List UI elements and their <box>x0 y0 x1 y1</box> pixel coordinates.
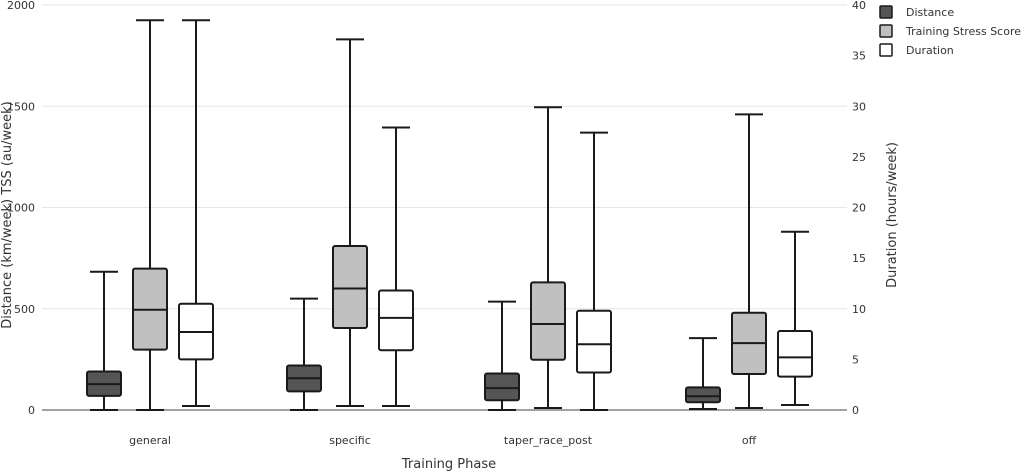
box-iqr <box>685 386 721 404</box>
box-iqr <box>484 372 520 402</box>
y-right-tick-label: 25 <box>852 151 866 164</box>
y-axis-left-title: Distance (km/week) TSS (au/week) <box>0 101 15 328</box>
box-iqr <box>378 289 414 352</box>
y-left-tick-label: 500 <box>14 303 35 316</box>
category-label-specific: specific <box>329 434 371 447</box>
legend-item-distance: Distance <box>879 5 954 19</box>
y-right-tick-label: 15 <box>852 252 866 265</box>
box-distance-taper_race_post <box>484 300 520 411</box>
box-training-stress-score-taper_race_post <box>530 106 566 409</box>
box-series <box>86 19 813 411</box>
y-left-tick-label: 2000 <box>7 0 35 12</box>
box-iqr <box>332 244 368 329</box>
category-label-off: off <box>742 434 757 447</box>
box-duration-taper_race_post <box>576 131 612 411</box>
box-training-stress-score-general <box>132 19 168 411</box>
y-axis-left-ticks: 0 500 1000 1500 2000 <box>7 0 35 417</box>
legend-swatch <box>879 43 893 57</box>
box-training-stress-score-off <box>731 113 767 409</box>
y-right-tick-label: 5 <box>852 353 859 366</box>
box-iqr <box>777 330 813 378</box>
box-distance-off <box>685 337 721 410</box>
legend: Distance Training Stress Score Duration <box>879 5 1021 57</box>
legend-label: Training Stress Score <box>905 25 1021 38</box>
legend-label: Duration <box>906 44 954 57</box>
box-duration-general <box>178 19 214 407</box>
category-label-taper_race_post: taper_race_post <box>504 434 593 447</box>
y-right-tick-label: 40 <box>852 0 866 12</box>
y-axis-right-title: Duration (hours/week) <box>885 142 900 288</box>
y-right-tick-label: 35 <box>852 50 866 63</box>
legend-item-duration: Duration <box>879 43 954 57</box>
legend-swatch <box>879 5 893 19</box>
y-right-tick-label: 30 <box>852 100 866 113</box>
y-left-tick-label: 0 <box>28 404 35 417</box>
box-distance-general <box>86 270 122 411</box>
box-duration-off <box>777 230 813 406</box>
box-training-stress-score-specific <box>332 38 368 407</box>
legend-item-training-stress-score: Training Stress Score <box>879 24 1021 38</box>
box-iqr <box>576 309 612 374</box>
y-left-tick-label: 1500 <box>7 100 35 113</box>
y-right-tick-label: 20 <box>852 202 866 215</box>
x-axis-title: Training Phase <box>401 457 496 472</box>
y-axis-right-ticks: 0 5 10 15 20 25 30 35 40 <box>852 0 866 417</box>
y-left-tick-label: 1000 <box>7 202 35 215</box>
y-right-tick-label: 10 <box>852 303 866 316</box>
box-duration-specific <box>378 126 414 407</box>
box-iqr <box>530 281 566 361</box>
legend-label: Distance <box>906 6 954 19</box>
category-label-general: general <box>129 434 171 447</box>
y-right-tick-label: 0 <box>852 404 859 417</box>
legend-swatch <box>879 24 893 38</box>
grid-lines <box>42 4 847 310</box>
box-distance-specific <box>286 297 322 411</box>
category-labels: general specific taper_race_post off <box>129 434 756 447</box>
